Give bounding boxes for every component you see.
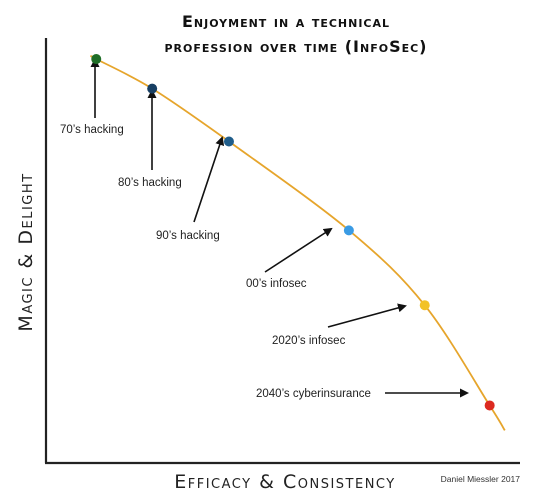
data-point-3 bbox=[343, 225, 354, 236]
arrow-4 bbox=[327, 303, 407, 328]
chart-title-line-1: Enjoyment in a technical bbox=[182, 12, 390, 31]
point-label-2: 90’s hacking bbox=[156, 230, 220, 242]
x-axis-label: Efficacy & Consistency bbox=[174, 471, 395, 493]
data-point-1 bbox=[147, 83, 158, 94]
data-point-0 bbox=[91, 54, 102, 65]
arrow-2 bbox=[193, 136, 225, 223]
enjoyment-curve bbox=[90, 55, 506, 431]
data-point-4 bbox=[419, 300, 430, 311]
y-axis-label: Magic & Delight bbox=[15, 172, 37, 331]
point-label-5: 2040’s cyberinsurance bbox=[256, 388, 371, 400]
data-point-5 bbox=[484, 400, 495, 411]
data-point-2 bbox=[223, 136, 234, 147]
point-label-4: 2020’s infosec bbox=[272, 335, 346, 347]
data-points bbox=[91, 54, 495, 411]
point-label-3: 00’s infosec bbox=[246, 278, 307, 290]
point-label-1: 80’s hacking bbox=[118, 177, 182, 189]
point-labels: 70’s hacking 80’s hacking 90’s hacking 00’s… bbox=[60, 124, 371, 400]
chart-title-line-2: profession over time (InfoSec) bbox=[165, 37, 428, 56]
author-credit: Daniel Miessler 2017 bbox=[441, 474, 521, 484]
arrow-3 bbox=[264, 227, 333, 273]
point-label-0: 70’s hacking bbox=[60, 124, 124, 136]
annotation-arrows bbox=[90, 58, 469, 398]
